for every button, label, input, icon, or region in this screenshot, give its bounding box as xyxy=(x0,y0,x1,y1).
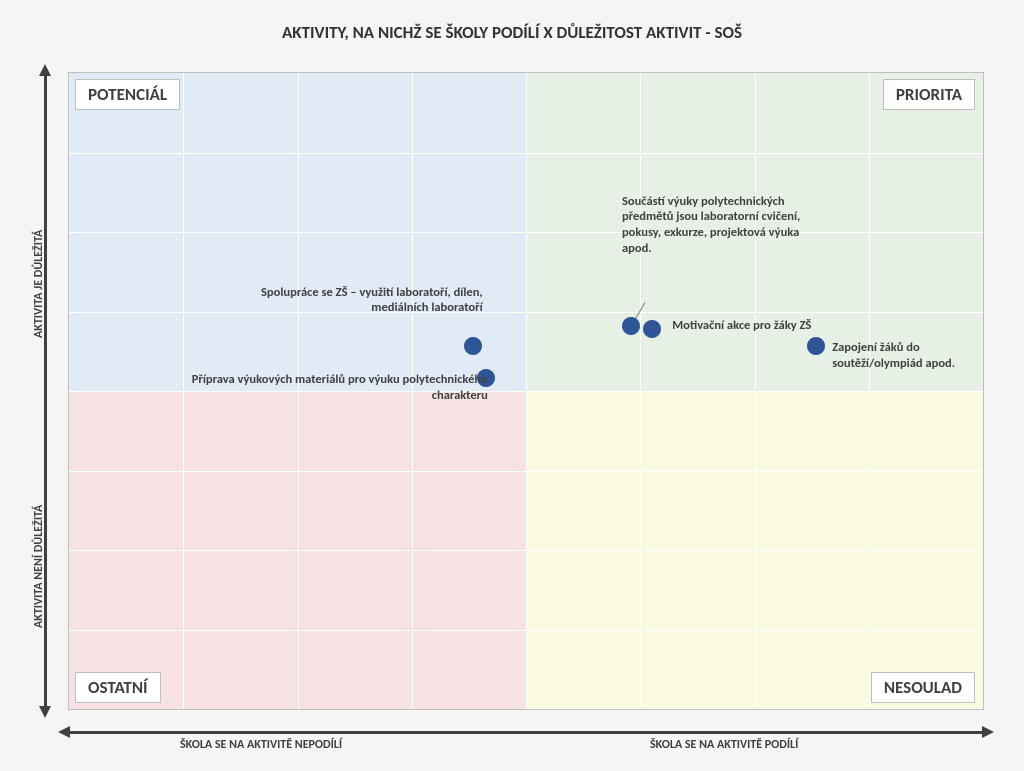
gridline-horizontal xyxy=(69,232,983,233)
gridline-horizontal xyxy=(69,153,983,154)
x-axis-arrow-head-left xyxy=(58,726,70,738)
quadrant-label-potential: POTENCIÁL xyxy=(75,79,180,110)
data-point-zapojeni-soutezi xyxy=(807,337,825,355)
x-axis-label-right: ŠKOLA SE NA AKTIVITĚ PODÍLÍ xyxy=(650,738,798,752)
data-point-motivacni-akce xyxy=(643,320,661,338)
y-axis-arrow-head-down xyxy=(39,706,51,718)
gridline-horizontal xyxy=(69,550,983,551)
gridline-horizontal xyxy=(69,630,983,631)
chart-title: AKTIVITY, NA NICHŽ SE ŠKOLY PODÍLÍ X DŮL… xyxy=(0,22,1024,43)
data-point-label-spoluprace-zs: Spolupráce se ZŠ – využití laboratoří, d… xyxy=(243,285,483,316)
quadrant-label-other: OSTATNÍ xyxy=(75,672,161,703)
y-axis-arrow-head-up xyxy=(39,64,51,76)
data-point-label-motivacni-akce: Motivační akce pro žáky ZŠ xyxy=(672,318,872,334)
x-axis-arrow-head-right xyxy=(982,726,994,738)
data-point-soucasti-vyuky xyxy=(622,317,640,335)
quadrant-label-priority: PRIORITA xyxy=(883,79,975,110)
data-point-spoluprace-zs xyxy=(464,337,482,355)
data-point-label-zapojeni-soutezi: Zapojení žáků do soutěží/olympiád apod. xyxy=(832,340,967,371)
y-axis-label-top: AKTIVITA JE DŮLEŽITÁ xyxy=(32,230,46,338)
data-point-label-soucasti-vyuky: Součástí výuky polytechnických předmětů … xyxy=(622,194,807,257)
plot-area: POTENCIÁL PRIORITA OSTATNÍ NESOULAD Spol… xyxy=(68,72,984,710)
gridline-horizontal xyxy=(69,312,983,313)
data-point-label-priprava-materialu: Příprava výukových materiálů pro výuku p… xyxy=(188,372,488,403)
x-axis-label-left: ŠKOLA SE NA AKTIVITĚ NEPODÍLÍ xyxy=(180,738,342,752)
gridline-horizontal xyxy=(69,471,983,472)
quadrant-label-mismatch: NESOULAD xyxy=(871,672,975,703)
x-axis-arrow xyxy=(68,731,984,734)
y-axis-label-bottom: AKTIVITA NENÍ DŮLEŽITÁ xyxy=(32,505,46,628)
